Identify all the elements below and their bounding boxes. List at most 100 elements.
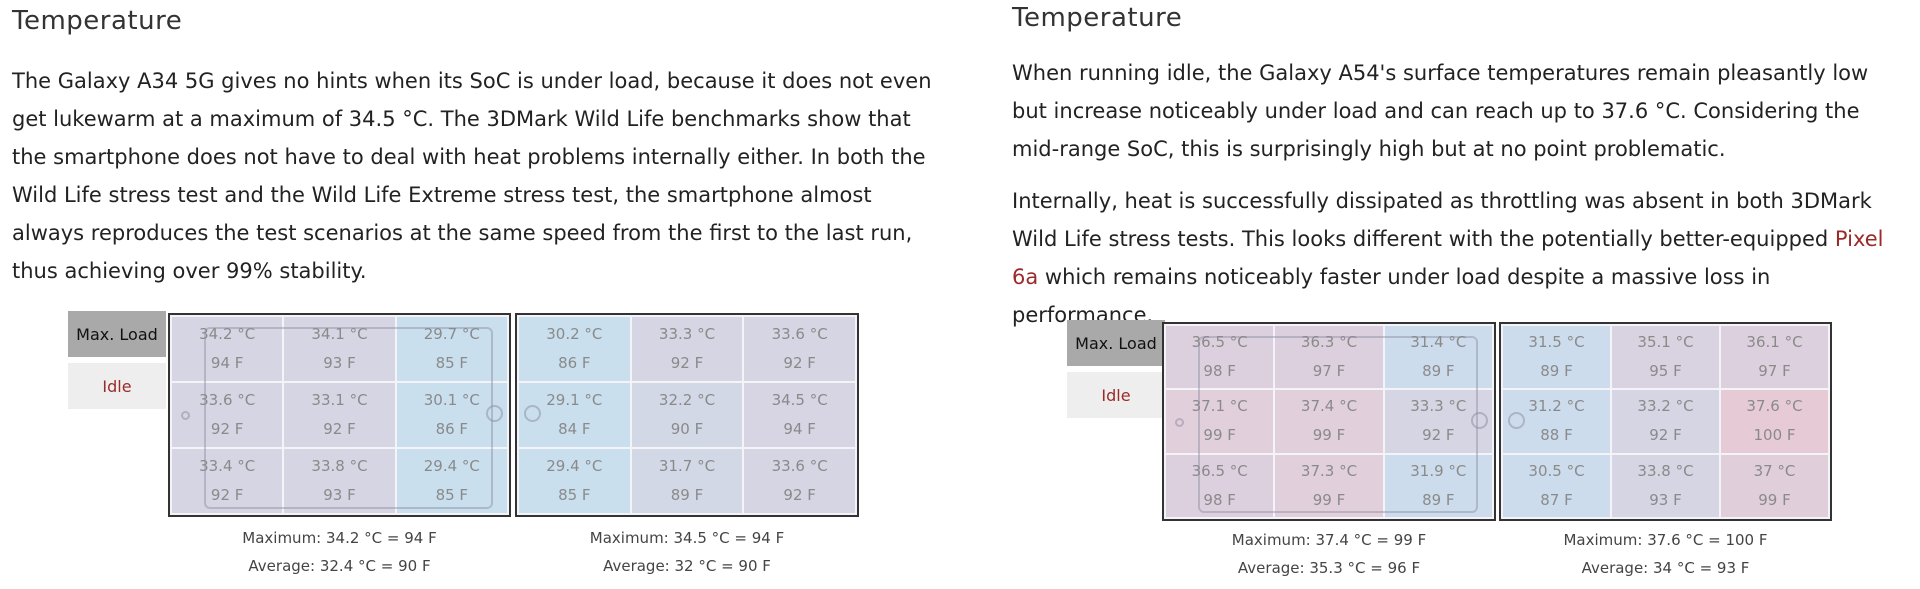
celsius-value: 36.5 °C	[1191, 461, 1248, 480]
heatmap-cell: 32.2 °C 90 F	[631, 383, 743, 447]
fahrenheit-value: 92 F	[783, 486, 816, 504]
fahrenheit-value: 84 F	[558, 420, 591, 438]
celsius-value: 33.6 °C	[771, 457, 828, 475]
caption: Average: 32 °C = 90 F	[603, 557, 771, 575]
heatmap-grid: 31.5 °C 89 F 35.1 °C 95 F 36.1 °C 97 F 31.2 °C…	[1499, 322, 1832, 521]
heatmap-cell: 37.6 °C 100 F	[1721, 390, 1828, 453]
fahrenheit-value: 97 F	[1758, 362, 1791, 381]
celsius-value: 33.1 °C	[311, 391, 368, 409]
heatmap-cell: 33.2 °C 92 F	[1612, 390, 1719, 453]
celsius-value: 33.3 °C	[658, 325, 716, 343]
text-body: When running idle, the Galaxy A54's surf…	[1012, 54, 1897, 348]
paragraph: When running idle, the Galaxy A54's surf…	[1012, 54, 1897, 168]
fahrenheit-value: 86 F	[435, 420, 469, 438]
column: Temperature The Galaxy A34 5G gives no hi…	[12, 0, 942, 283]
tab-button[interactable]: Max. Load	[1067, 320, 1165, 366]
heatmap-cell: 29.1 °C 84 F	[519, 383, 630, 447]
heatmap-cell: 30.5 °C 87 F	[1503, 454, 1610, 517]
celsius-value: 30.5 °C	[1528, 461, 1585, 480]
fahrenheit-value: 93 F	[1649, 490, 1682, 509]
celsius-value: 33.6 °C	[199, 391, 256, 409]
heatmap-cell: 33.8 °C 93 F	[1612, 454, 1719, 517]
celsius-value: 37 °C	[1753, 461, 1796, 480]
column: Temperature When running idle, the Galaxy…	[1012, 0, 1897, 327]
celsius-value: 29.1 °C	[546, 391, 603, 409]
paragraph: The Galaxy A34 5G gives no hints when it…	[12, 62, 942, 290]
heatmap-cell: 30.1 °C 86 F	[396, 383, 507, 447]
celsius-value: 36.3 °C	[1300, 333, 1358, 352]
caption: Maximum: 34.2 °C = 94 F	[242, 529, 437, 547]
celsius-value: 37.3 °C	[1300, 461, 1358, 480]
heatmap-cell: 33.6 °C 92 F	[744, 317, 855, 381]
heatmap-cell: 31.5 °C 89 F	[1503, 326, 1610, 389]
fahrenheit-value: 92 F	[1649, 426, 1682, 445]
fahrenheit-value: 92 F	[323, 420, 356, 438]
fahrenheit-value: 93 F	[323, 354, 356, 372]
fahrenheit-value: 94 F	[210, 354, 244, 372]
fahrenheit-value: 86 F	[558, 354, 591, 372]
celsius-value: 31.5 °C	[1528, 333, 1585, 352]
heatmap-cell: 36.3 °C 97 F	[1275, 326, 1383, 389]
heatmap-cell: 37.4 °C 99 F	[1275, 390, 1383, 453]
caption: Average: 35.3 °C = 96 F	[1237, 559, 1421, 577]
celsius-value: 33.8 °C	[311, 457, 368, 475]
caption: Average: 34 °C = 93 F	[1581, 559, 1750, 577]
celsius-value: 34.5 °C	[771, 391, 828, 409]
celsius-value: 34.1 °C	[311, 325, 368, 343]
fahrenheit-value: 93 F	[323, 486, 356, 504]
text-body: The Galaxy A34 5G gives no hints when it…	[12, 62, 942, 304]
heatmap-cell: 33.6 °C 92 F	[744, 449, 855, 513]
caption: Maximum: 34.5 °C = 94 F	[589, 529, 785, 547]
text-span: When running idle, the Galaxy A54's surf…	[1012, 61, 1869, 161]
fahrenheit-value: 88 F	[1540, 426, 1573, 445]
celsius-value: 33.3 °C	[1410, 397, 1467, 416]
heatmap-cell: 33.3 °C 92 F	[631, 317, 743, 381]
fahrenheit-value: 85 F	[435, 354, 469, 372]
heatmap-cell: 37.3 °C 99 F	[1275, 454, 1383, 517]
fahrenheit-value: 98 F	[1203, 490, 1236, 509]
fahrenheit-value: 92 F	[1422, 426, 1455, 445]
heatmap-cell: 30.2 °C 86 F	[519, 317, 630, 381]
heatmap-cell: 37.1 °C 99 F	[1166, 390, 1274, 453]
fahrenheit-value: 100 F	[1753, 426, 1796, 445]
celsius-value: 29.4 °C	[546, 457, 603, 475]
celsius-value: 33.6 °C	[771, 325, 828, 343]
celsius-value: 29.4 °C	[423, 457, 480, 475]
celsius-value: 37.4 °C	[1300, 397, 1358, 416]
heatmap-cell: 29.7 °C 85 F	[396, 317, 507, 381]
section-title: Temperature	[12, 6, 183, 36]
fahrenheit-value: 85 F	[558, 486, 591, 504]
heatmap-cell: 37 °C 99 F	[1721, 454, 1828, 517]
celsius-value: 30.2 °C	[546, 325, 603, 343]
fahrenheit-value: 95 F	[1649, 362, 1682, 381]
fahrenheit-value: 87 F	[1540, 490, 1573, 509]
celsius-value: 29.7 °C	[423, 325, 480, 343]
fahrenheit-value: 89 F	[1422, 490, 1455, 509]
fahrenheit-value: 97 F	[1312, 362, 1346, 381]
celsius-value: 37.6 °C	[1746, 397, 1803, 416]
celsius-value: 33.4 °C	[199, 457, 256, 475]
fahrenheit-value: 92 F	[210, 420, 244, 438]
heatmap-cell: 31.9 °C 89 F	[1384, 454, 1492, 517]
heatmap-cell: 33.3 °C 92 F	[1384, 390, 1492, 453]
fahrenheit-value: 89 F	[1422, 362, 1455, 381]
heatmap-grid: 30.2 °C 86 F 33.3 °C 92 F 33.6 °C 92 F 29.1 °C…	[515, 313, 859, 517]
inline-link[interactable]: Pixel 6a	[1012, 227, 1884, 289]
heatmap-cell: 31.7 °C 89 F	[631, 449, 743, 513]
celsius-value: 31.2 °C	[1528, 397, 1585, 416]
tab-button[interactable]: Max. Load	[68, 311, 166, 357]
fahrenheit-value: 92 F	[210, 486, 244, 504]
heatmap-cell: 31.2 °C 88 F	[1503, 390, 1610, 453]
heatmap-cell: 33.1 °C 92 F	[284, 383, 395, 447]
celsius-value: 30.1 °C	[423, 391, 480, 409]
tab-button[interactable]: Idle	[1067, 372, 1165, 418]
tab-button[interactable]: Idle	[68, 363, 166, 409]
fahrenheit-value: 98 F	[1203, 362, 1236, 381]
heatmap-cell: 34.2 °C 94 F	[172, 317, 283, 381]
caption: Maximum: 37.4 °C = 99 F	[1231, 531, 1427, 549]
fahrenheit-value: 90 F	[670, 420, 704, 438]
fahrenheit-value: 99 F	[1312, 490, 1346, 509]
celsius-value: 36.1 °C	[1746, 333, 1803, 352]
fahrenheit-value: 89 F	[1540, 362, 1573, 381]
fahrenheit-value: 99 F	[1312, 426, 1346, 445]
